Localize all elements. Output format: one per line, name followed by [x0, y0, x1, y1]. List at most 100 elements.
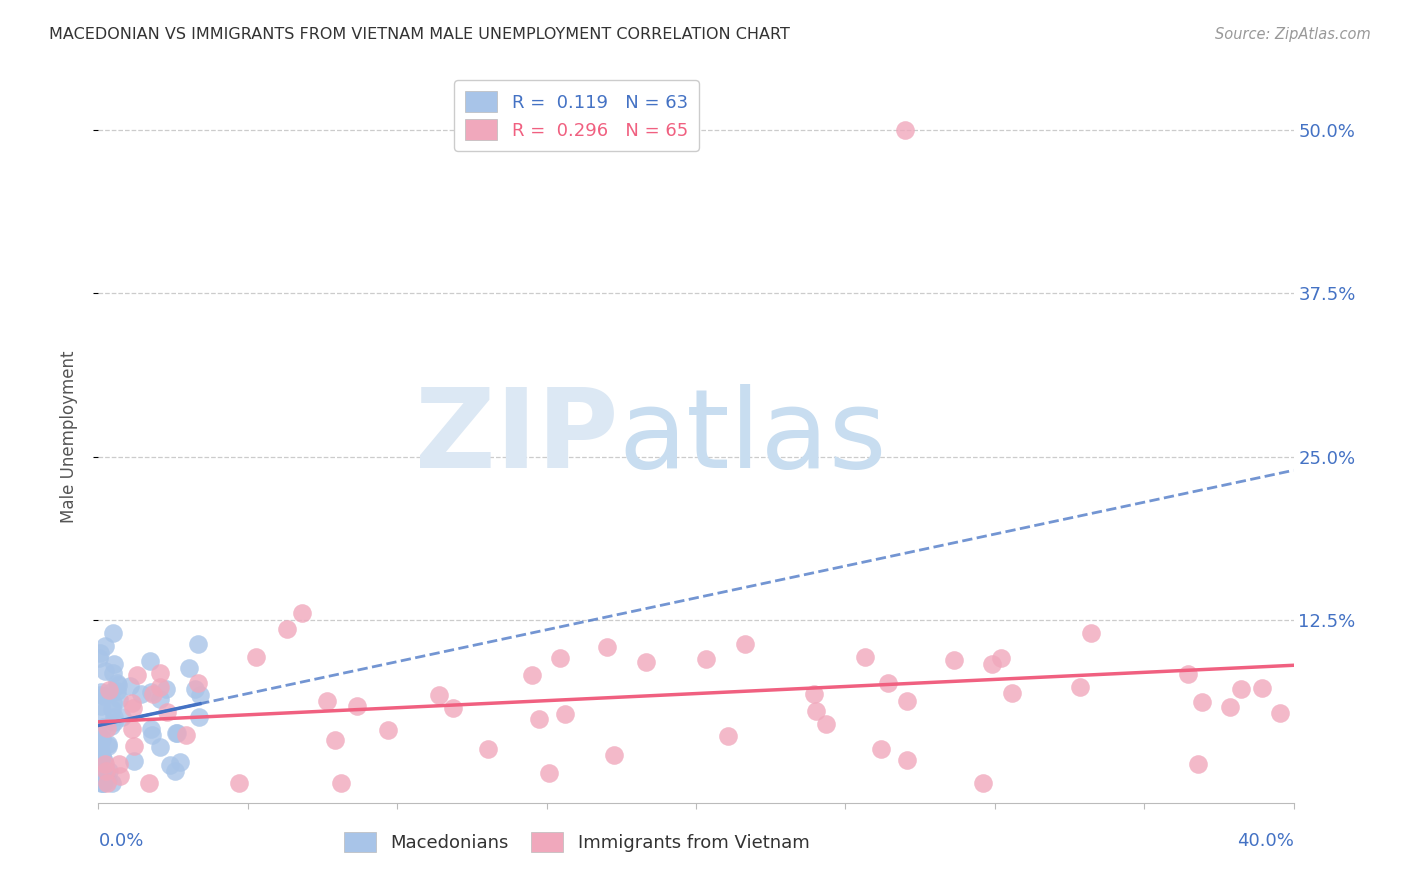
Point	[806, 704, 828, 718]
Point	[166, 725, 188, 739]
Point	[139, 654, 162, 668]
Text: Source: ZipAtlas.com: Source: ZipAtlas.com	[1215, 27, 1371, 42]
Point	[121, 700, 143, 714]
Point	[183, 681, 205, 696]
Point	[103, 657, 125, 672]
Point	[429, 688, 451, 702]
Point	[90, 776, 112, 790]
Point	[90, 699, 112, 714]
Point	[89, 688, 111, 702]
Point	[91, 706, 114, 720]
Point	[554, 706, 576, 721]
Point	[103, 696, 125, 710]
Point	[1191, 694, 1213, 708]
Point	[141, 723, 163, 737]
Point	[149, 681, 172, 695]
Point	[90, 684, 112, 698]
Point	[111, 710, 134, 724]
Point	[96, 776, 118, 790]
Point	[149, 692, 172, 706]
Point	[981, 657, 1004, 672]
Point	[91, 748, 114, 763]
Point	[165, 726, 187, 740]
Point	[93, 767, 115, 781]
Point	[717, 729, 740, 743]
Point	[94, 639, 117, 653]
Point	[1251, 681, 1274, 695]
Point	[377, 723, 399, 738]
Point	[94, 757, 117, 772]
Point	[91, 719, 114, 733]
Point	[1000, 686, 1022, 700]
Point	[118, 679, 141, 693]
Point	[188, 710, 211, 724]
Point	[122, 739, 145, 754]
Point	[138, 776, 160, 790]
Point	[100, 776, 122, 790]
Point	[93, 689, 115, 703]
Point	[91, 749, 114, 764]
Point	[853, 650, 876, 665]
Point	[323, 733, 346, 747]
Point	[103, 714, 125, 729]
Point	[96, 721, 118, 735]
Point	[548, 651, 571, 665]
Text: atlas: atlas	[619, 384, 887, 491]
Point	[105, 684, 128, 698]
Point	[869, 742, 891, 756]
Text: 40.0%: 40.0%	[1237, 832, 1294, 850]
Text: MACEDONIAN VS IMMIGRANTS FROM VIETNAM MALE UNEMPLOYMENT CORRELATION CHART: MACEDONIAN VS IMMIGRANTS FROM VIETNAM MA…	[49, 27, 790, 42]
Point	[125, 667, 148, 681]
Point	[103, 665, 125, 680]
Point	[98, 683, 121, 698]
Text: ZIP: ZIP	[415, 384, 619, 491]
Point	[695, 652, 717, 666]
Point	[1069, 680, 1091, 694]
Point	[149, 740, 172, 755]
Point	[93, 776, 115, 790]
Point	[187, 676, 209, 690]
Point	[188, 688, 211, 702]
Point	[89, 646, 111, 660]
Point	[329, 776, 352, 790]
Point	[155, 681, 177, 696]
Point	[87, 727, 110, 741]
Point	[1080, 626, 1102, 640]
Point	[105, 676, 128, 690]
Point	[159, 758, 181, 772]
Point	[972, 776, 994, 790]
Point	[814, 717, 837, 731]
Point	[163, 764, 186, 779]
Point	[87, 650, 110, 665]
Point	[90, 746, 112, 760]
Point	[139, 685, 162, 699]
Point	[121, 696, 143, 710]
Point	[896, 694, 918, 708]
Point	[103, 626, 125, 640]
Point	[538, 765, 561, 780]
Point	[110, 769, 132, 783]
Point	[734, 637, 756, 651]
Point	[141, 727, 163, 741]
Point	[520, 667, 543, 681]
Point	[124, 754, 146, 768]
Point	[896, 753, 918, 767]
Point	[97, 739, 120, 753]
Point	[121, 722, 143, 736]
Point	[1177, 667, 1199, 681]
Point	[1219, 699, 1241, 714]
Point	[156, 705, 179, 719]
Point	[98, 764, 121, 778]
Point	[990, 651, 1012, 665]
Point	[91, 776, 114, 790]
Point	[634, 656, 657, 670]
Point	[169, 755, 191, 769]
Point	[97, 737, 120, 751]
Y-axis label: Male Unemployment: Male Unemployment	[59, 351, 77, 524]
Point	[107, 678, 129, 692]
Point	[441, 700, 464, 714]
Point	[1230, 682, 1253, 697]
Point	[93, 754, 115, 768]
Point	[803, 687, 825, 701]
Legend: Macedonians, Immigrants from Vietnam: Macedonians, Immigrants from Vietnam	[336, 824, 817, 860]
